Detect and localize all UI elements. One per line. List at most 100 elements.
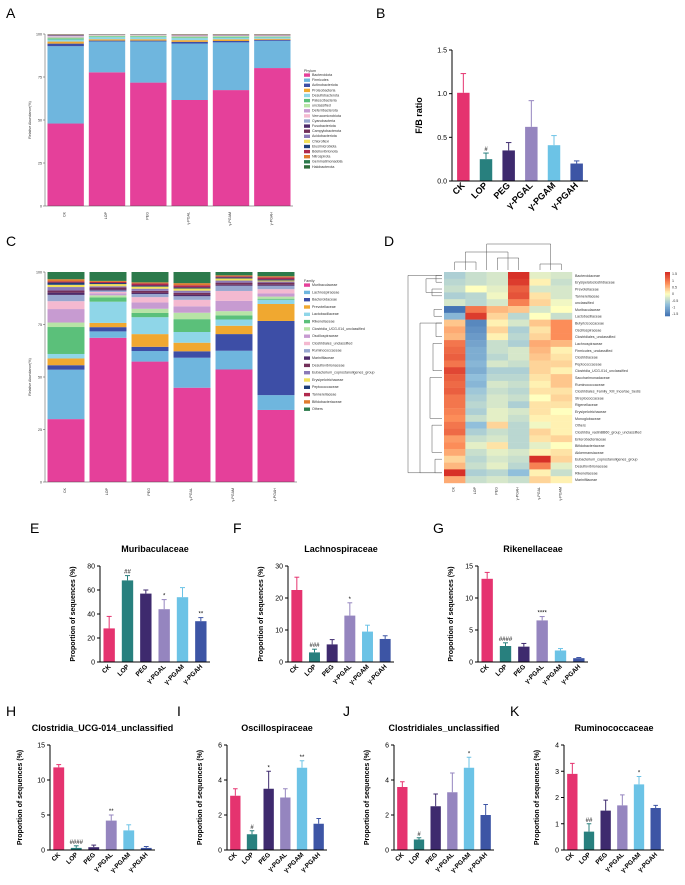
heatmap-cell bbox=[465, 312, 487, 320]
heatmap-cell bbox=[550, 401, 573, 409]
heatmap-cell bbox=[508, 340, 530, 348]
legend-entry: Gemmatimonadota bbox=[312, 160, 343, 164]
bar-5 bbox=[480, 815, 491, 850]
stack-segment-13-5 bbox=[257, 280, 295, 282]
stack-segment-4-4 bbox=[212, 37, 250, 40]
stack-segment-14-4 bbox=[215, 277, 253, 279]
heatmap-cell bbox=[486, 387, 509, 395]
y-tick-label: 15 bbox=[37, 743, 45, 750]
x-tick-label: γ-PGAM bbox=[228, 212, 232, 226]
x-tick-label: γ-PGAH bbox=[269, 212, 273, 226]
legend-swatch bbox=[304, 93, 310, 98]
bar-0 bbox=[53, 767, 65, 850]
bar-3 bbox=[344, 615, 356, 662]
y-tick-label: 0 bbox=[385, 848, 389, 855]
stack-segment-4-0 bbox=[47, 39, 84, 42]
stack-segment-0-2 bbox=[131, 361, 169, 482]
bar-1 bbox=[583, 831, 595, 850]
x-tick-label: LOP bbox=[495, 663, 510, 678]
y-tick-label: 1.5 bbox=[437, 48, 447, 55]
x-tick-label: γ-PGAH bbox=[366, 663, 389, 686]
heatmap-cell bbox=[508, 326, 530, 334]
stack-segment-5-2 bbox=[130, 36, 167, 38]
colorbar-segment bbox=[665, 276, 670, 279]
heatmap-cell bbox=[529, 476, 551, 484]
bar-3 bbox=[525, 126, 538, 181]
x-tick-label: LOP bbox=[117, 663, 132, 678]
stack-segment-7-0 bbox=[47, 309, 85, 323]
heatmap-cell bbox=[550, 435, 573, 443]
significance-label: ** bbox=[109, 809, 114, 815]
panel-label-j: J bbox=[343, 703, 350, 719]
row-dendrogram-branch bbox=[425, 278, 442, 293]
legend-entry: Bifidobacteriaceae bbox=[312, 400, 342, 404]
heatmap-cell bbox=[508, 408, 530, 416]
y-tick-label: 0 bbox=[469, 660, 473, 667]
stack-segment-6-4 bbox=[215, 311, 253, 316]
heatmap-cell bbox=[486, 285, 509, 293]
heatmap-cell bbox=[550, 333, 573, 341]
significance-label: * bbox=[349, 597, 352, 603]
legend-entry: Deferribacterota bbox=[312, 109, 338, 113]
panel-d-heatmap: Bacteroidaceae Erysipelatoclostridiaceae P… bbox=[407, 243, 678, 501]
stack-segment-3-4 bbox=[215, 325, 253, 335]
stack-segment-17-4 bbox=[215, 272, 253, 276]
stack-segment-11-4 bbox=[215, 282, 253, 285]
heatmap-cell bbox=[486, 374, 509, 382]
heatmap-cell bbox=[465, 442, 487, 450]
heatmap-cell bbox=[444, 299, 466, 307]
heatmap-cell bbox=[486, 319, 509, 327]
heatmap-cell bbox=[529, 353, 551, 361]
bar-1 bbox=[246, 834, 258, 850]
stack-segment-11-3 bbox=[173, 292, 211, 295]
stack-segment-6-0 bbox=[47, 37, 84, 39]
y-tick-label: 0 bbox=[279, 660, 283, 667]
bar-5 bbox=[195, 621, 207, 662]
heatmap-cell bbox=[529, 374, 551, 382]
stack-segment-0-3 bbox=[173, 387, 211, 482]
legend-entry: Patescibacteria bbox=[312, 99, 337, 103]
legend-entry: Campylobacterota bbox=[312, 129, 341, 133]
heatmap-cell bbox=[465, 292, 487, 300]
bar-1 bbox=[70, 847, 82, 850]
stack-segment-6-1 bbox=[88, 35, 126, 37]
y-tick-label: 6 bbox=[218, 743, 222, 750]
panel-c-stacked-family-chart: CK LOP PEG γ-PGAL γ-PGAM γ-PGAH 0 25 50 75 100 Rela… bbox=[28, 270, 375, 501]
legend-entry: Marinifilaceae bbox=[312, 356, 334, 360]
heatmap-cell bbox=[508, 299, 530, 307]
column-dendrogram-branch bbox=[486, 243, 551, 270]
stack-segment-6-0 bbox=[47, 322, 85, 328]
column-label: CK bbox=[452, 486, 456, 492]
colorbar-segment bbox=[665, 279, 670, 282]
heatmap-cell bbox=[550, 353, 573, 361]
stack-segment-5-0 bbox=[47, 327, 85, 354]
significance-label: #### bbox=[70, 840, 84, 846]
legend-swatch bbox=[304, 144, 310, 149]
stack-segment-1-2 bbox=[131, 351, 169, 362]
panel-label-f: F bbox=[233, 520, 242, 536]
colorbar-tick-label: 1.5 bbox=[672, 272, 677, 276]
stack-segment-12-4 bbox=[215, 280, 253, 283]
stack-segment-7-4 bbox=[215, 300, 253, 312]
heatmap-cell bbox=[550, 278, 573, 286]
heatmap-cell bbox=[529, 455, 551, 463]
stack-segment-9-0 bbox=[47, 294, 85, 302]
x-tick-label: LOP bbox=[469, 180, 489, 200]
stack-segment-2-2 bbox=[131, 346, 169, 352]
row-label: Rikenellaceae bbox=[575, 471, 598, 475]
heatmap-cell bbox=[486, 408, 509, 416]
stack-segment-2-0 bbox=[47, 365, 85, 370]
legend-entry: Clostridiales_unclassified bbox=[312, 341, 352, 345]
stack-segment-7-2 bbox=[131, 302, 169, 309]
colorbar-segment bbox=[665, 283, 670, 286]
stack-segment-0-0 bbox=[47, 419, 85, 482]
x-tick-label: LOP bbox=[304, 663, 319, 678]
x-tick-label: CK bbox=[394, 851, 406, 863]
y-tick-label: 0 bbox=[40, 480, 42, 484]
panel-label-k: K bbox=[510, 703, 520, 719]
heatmap-cell bbox=[529, 333, 551, 341]
x-tick-label: CK bbox=[227, 851, 239, 863]
x-tick-label: PEG bbox=[594, 851, 609, 866]
